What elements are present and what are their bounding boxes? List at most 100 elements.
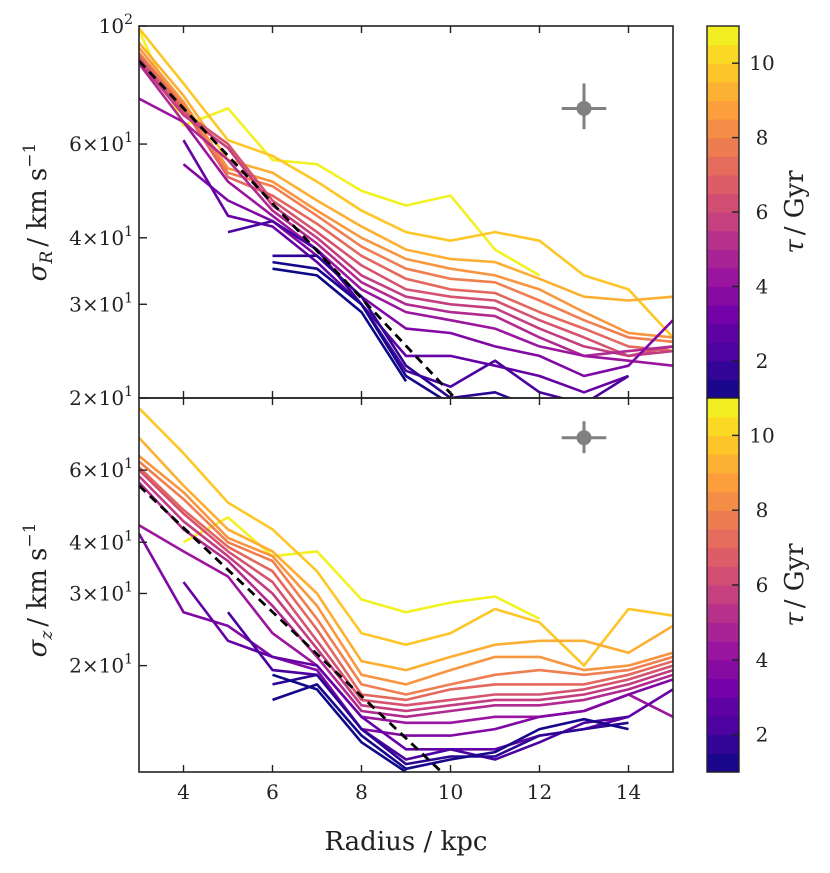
top-series-line-9: [139, 97, 673, 367]
colorbar-top-tick-label-2: 2: [756, 349, 769, 373]
colorbar-top-tick-label-4: 4: [756, 274, 769, 298]
x-tick-label-6: 6: [266, 780, 279, 804]
top-ylabel-sigma: σ: [23, 262, 53, 281]
colorbar-bot-bin-8: [707, 603, 739, 623]
top-series-line-4: [139, 52, 673, 344]
top-y-tick-label-30: 3×101: [69, 290, 133, 316]
colorbar-bot-tick-label-2: 2: [756, 723, 769, 747]
colorbar-top-bin-7: [707, 249, 739, 269]
colorbar-top-bin-4: [707, 305, 739, 325]
colorbar-bot-bin-5: [707, 659, 739, 680]
panel-sigma-z: 4 6 8 10 12 14 6×101 4×101 3×101 2×101: [69, 397, 674, 804]
bot-series-line-0: [182, 516, 541, 621]
colorbar-top-bin-10: [707, 193, 739, 213]
colorbar-bot-bin-11: [707, 547, 739, 567]
top-series-group: [139, 27, 673, 398]
bot-y-tick-label-20: 2×101: [69, 652, 133, 678]
x-tick-label-10: 10: [438, 780, 463, 804]
bot-series-line-5: [139, 466, 673, 702]
colorbar-bot-bin-6: [707, 641, 739, 661]
colorbar-bottom: 2 4 6 8 10: [706, 397, 775, 773]
colorbar-top-bin-16: [707, 81, 739, 101]
colorbar-top-bin-12: [707, 156, 739, 176]
colorbar-top-bin-6: [707, 267, 739, 287]
bot-series-line-12: [226, 611, 629, 761]
colorbar-top: 2 4 6 8 10: [706, 25, 775, 399]
colorbar-bot-tick-label-8: 8: [756, 498, 769, 522]
colorbar-bot-bin-12: [707, 528, 739, 549]
colorbar-top-label: τ / Gyr: [780, 170, 810, 254]
colorbar-bot-tick-label-6: 6: [756, 573, 769, 597]
colorbar-top-bin-2: [707, 342, 739, 362]
colorbar-top-bin-18: [707, 44, 739, 64]
bot-series-line-4: [139, 460, 673, 696]
colorbar-bot-bin-7: [707, 622, 739, 642]
bot-y-tick-label-40: 4×101: [69, 528, 133, 554]
colorbar-bot-tick-label-4: 4: [756, 648, 769, 672]
top-ylabel-unit: / km s: [23, 168, 53, 247]
bottom-series-group: [139, 407, 673, 772]
colorbar-bot-bin-18: [707, 416, 739, 436]
top-y-axis-label: σR / km s−1: [20, 143, 57, 282]
top-series-line-10: [182, 163, 673, 378]
top-series-line-1: [139, 27, 673, 339]
colorbar-top-bin-0: [707, 379, 739, 399]
x-axis-label: Radius / kpc: [325, 827, 488, 857]
colorbar-top-bin-8: [707, 230, 739, 250]
colorbar-bot-bin-15: [707, 472, 739, 493]
colorbar-bot-bin-16: [707, 454, 739, 474]
bot-series-line-14: [272, 683, 629, 771]
bot-series-line-10: [139, 532, 673, 737]
colorbar-bot-bin-14: [707, 491, 739, 511]
top-error-point: [576, 100, 592, 116]
bot-y-tick-label-60: 6×101: [69, 456, 133, 482]
colorbar-top-bin-14: [707, 119, 739, 139]
bot-series-line-15: [272, 673, 407, 772]
colorbar-top-bin-9: [707, 212, 739, 232]
top-error-group: [561, 83, 607, 130]
colorbar-bot-bin-17: [707, 435, 739, 455]
cbar-top-unit: / Gyr: [780, 170, 810, 235]
bottom-y-axis-label: σz / km s−1: [20, 523, 57, 658]
top-ylabel-exp: −1: [20, 143, 40, 168]
panel-sigma-r: 102 6×101 4×101 3×101 2×101: [69, 12, 674, 410]
colorbar-top-bin-13: [707, 137, 739, 157]
x-tick-label-8: 8: [355, 780, 368, 804]
colorbar-bot-bin-2: [707, 715, 739, 736]
colorbar-bot-bin-3: [707, 697, 739, 717]
bot-series-line-13: [272, 673, 629, 766]
top-series-line-6: [139, 57, 673, 358]
x-tick-label-14: 14: [616, 780, 641, 804]
bot-error-point: [576, 430, 592, 446]
bottom-ylabel-sigma: σ: [23, 638, 53, 657]
colorbar-top-bin-1: [707, 360, 739, 380]
bottom-ylabel-exp: −1: [20, 523, 40, 548]
top-series-line-11: [182, 139, 629, 394]
top-y-tick-label-40: 4×101: [69, 224, 133, 250]
colorbar-top-bin-15: [707, 100, 739, 120]
bottom-frame: [138, 397, 674, 773]
colorbar-bot-bin-1: [707, 734, 739, 754]
cbar-bottom-unit: / Gyr: [780, 543, 810, 608]
colorbar-top-tick-label-8: 8: [756, 126, 769, 150]
top-ticks-group: 102 6×101 4×101 3×101 2×101: [69, 12, 630, 410]
top-series-line-12: [227, 219, 630, 398]
bottom-fit-group: [139, 484, 443, 772]
bot-series-line-3: [139, 454, 673, 686]
colorbar-bot-bin-9: [707, 585, 739, 605]
top-y-tick-label-100: 102: [99, 12, 133, 38]
bot-series-line-1: [139, 407, 673, 667]
top-series-line-3: [139, 46, 673, 339]
colorbar-top-bin-5: [707, 286, 739, 306]
top-ylabel-sub: R: [37, 251, 57, 265]
bottom-error-group: [561, 421, 607, 454]
top-series-line-5: [139, 54, 673, 353]
top-y-tick-label-20: 2×101: [69, 384, 133, 410]
colorbar-bot-tick-label-10: 10: [749, 423, 774, 447]
bot-series-line-2: [139, 436, 673, 672]
colorbar-top-bin-3: [707, 323, 739, 343]
colorbar-top-tick-label-10: 10: [749, 51, 774, 75]
colorbar-bot-bin-13: [707, 510, 739, 530]
x-tick-label-12: 12: [527, 780, 552, 804]
